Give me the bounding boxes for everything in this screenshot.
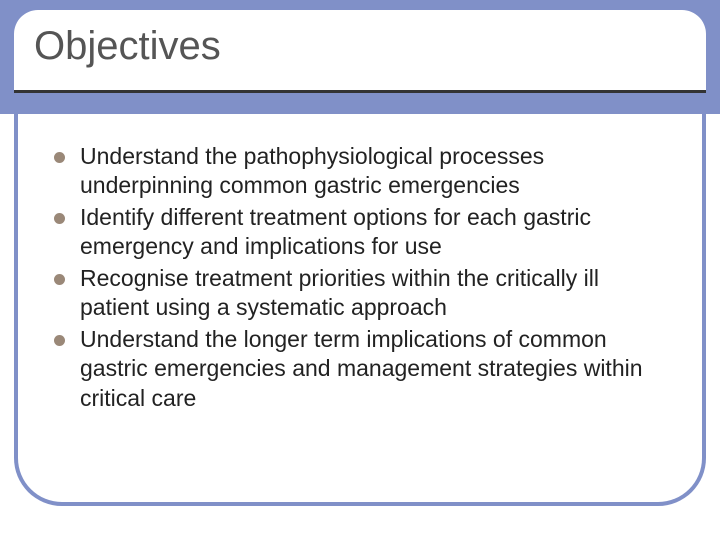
list-item: Understand the pathophysiological proces… bbox=[52, 142, 668, 201]
bullet-text: Understand the pathophysiological proces… bbox=[80, 143, 544, 198]
bullet-text: Identify different treatment options for… bbox=[80, 204, 591, 259]
bullet-icon bbox=[54, 213, 65, 224]
bullet-icon bbox=[54, 152, 65, 163]
bullet-icon bbox=[54, 274, 65, 285]
bullet-text: Understand the longer term implications … bbox=[80, 326, 643, 411]
bullet-list: Understand the pathophysiological proces… bbox=[52, 142, 668, 413]
slide: Objectives Understand the pathophysiolog… bbox=[0, 0, 720, 540]
content-frame: Understand the pathophysiological proces… bbox=[14, 114, 706, 506]
title-panel: Objectives bbox=[14, 10, 706, 90]
bullet-icon bbox=[54, 335, 65, 346]
bullet-text: Recognise treatment priorities within th… bbox=[80, 265, 599, 320]
list-item: Understand the longer term implications … bbox=[52, 325, 668, 413]
slide-title: Objectives bbox=[34, 24, 686, 69]
list-item: Identify different treatment options for… bbox=[52, 203, 668, 262]
title-underline bbox=[14, 90, 706, 93]
list-item: Recognise treatment priorities within th… bbox=[52, 264, 668, 323]
